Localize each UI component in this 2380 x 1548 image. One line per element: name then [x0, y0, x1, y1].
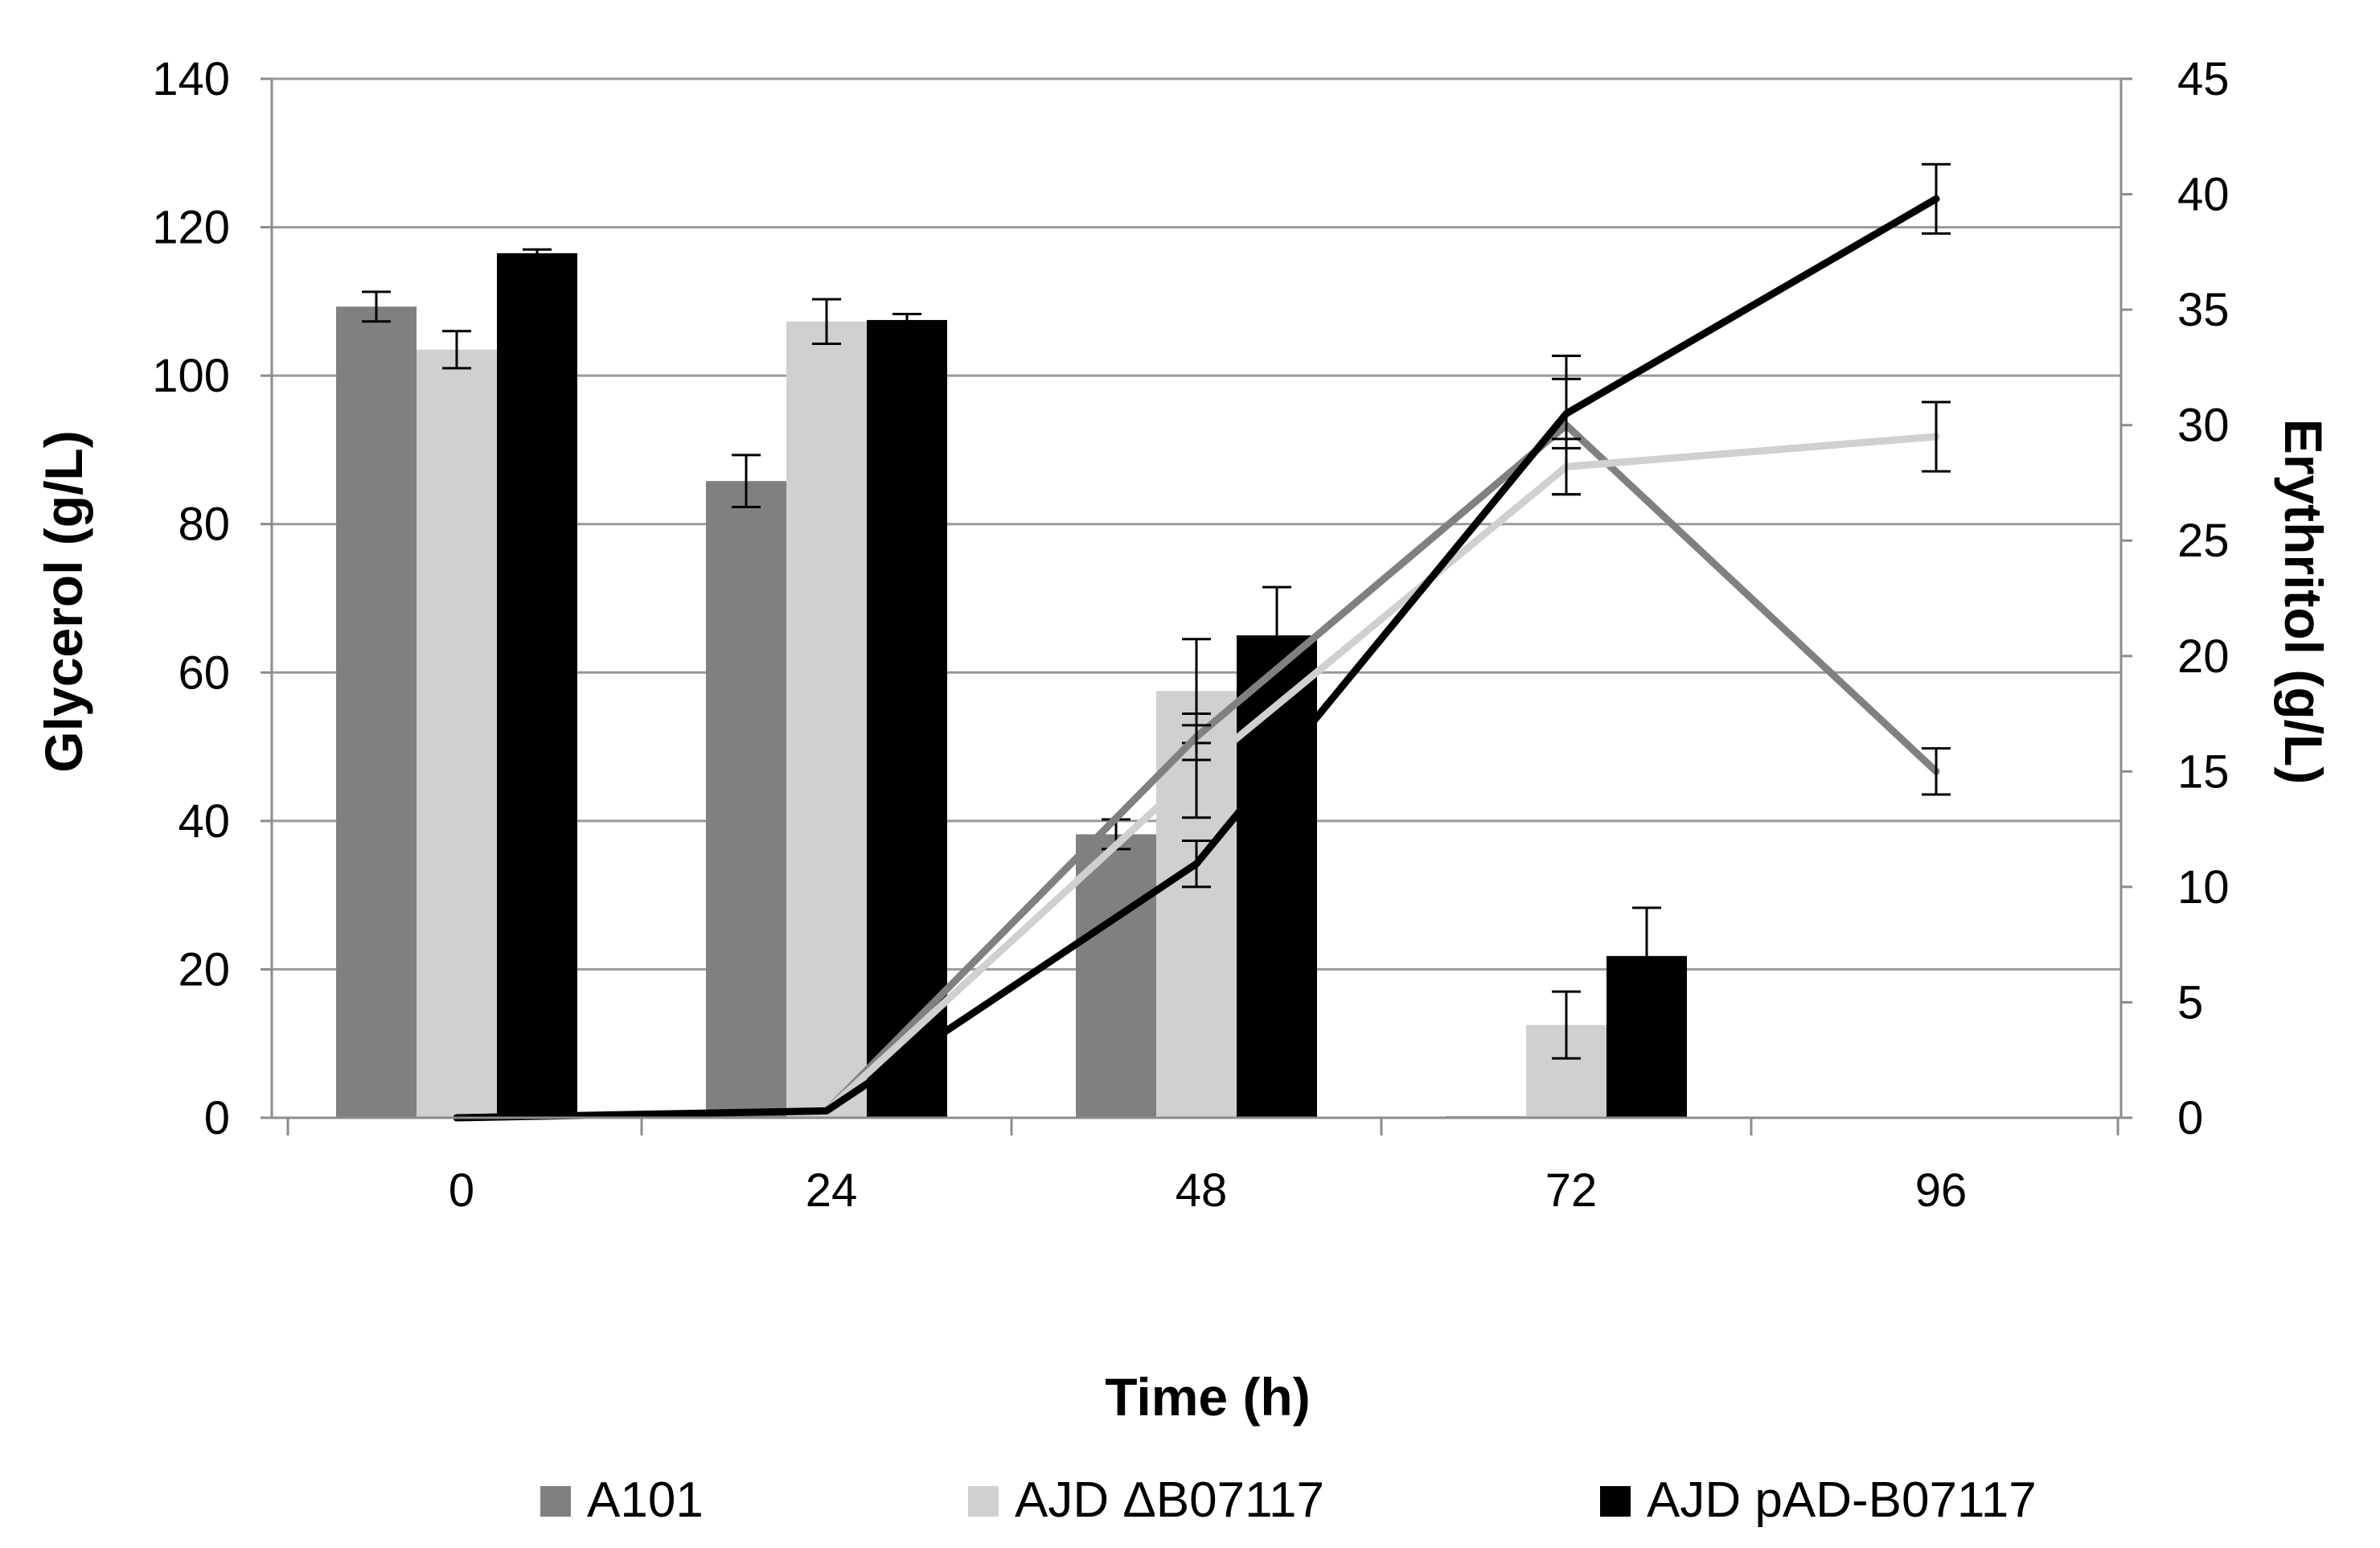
y-tick-label: 100	[152, 350, 230, 402]
y2-tick-label: 30	[2177, 400, 2230, 452]
bar	[497, 253, 577, 1118]
y-tick-label: 120	[152, 202, 230, 254]
x-axis-title: Time (h)	[1105, 1367, 1310, 1427]
y2-tick-label: 25	[2177, 515, 2230, 567]
y2-tick-label: 10	[2177, 861, 2230, 914]
y2-tick-labels: 0 5 10 15 20 25 30 35 40 45	[2177, 53, 2230, 1144]
y-axis-title: Glycerol (g/L)	[34, 430, 93, 772]
bar	[867, 319, 947, 1118]
bar	[1076, 834, 1156, 1118]
legend-swatch-ajd-pad	[1600, 1486, 1631, 1517]
line-series	[823, 433, 1940, 1115]
bar	[416, 349, 497, 1118]
bar	[706, 481, 786, 1118]
legend-label-ajd-pad: AJD pAD-B07117	[1647, 1472, 2037, 1528]
axes	[261, 77, 2132, 1135]
line-series	[823, 421, 1940, 1115]
x-tick-label: 0	[449, 1164, 474, 1217]
bars-layer	[336, 253, 1687, 1118]
x-tick-label: 24	[806, 1164, 858, 1217]
y2-tick-label: 35	[2177, 284, 2230, 336]
y2-tick-label: 0	[2177, 1092, 2203, 1144]
bar	[786, 321, 867, 1118]
y-tick-label: 140	[152, 53, 230, 105]
y-tick-label: 0	[204, 1092, 230, 1144]
legend-swatch-ajd-delta	[968, 1486, 999, 1517]
x-tick-label: 72	[1545, 1164, 1598, 1217]
y2-tick-label: 20	[2177, 630, 2230, 683]
y-tick-label: 20	[178, 943, 230, 996]
y2-axis-title: Erythritol (g/L)	[2274, 419, 2333, 785]
legend: A101 AJD ΔB07117 AJD pAD-B07117	[540, 1472, 2037, 1528]
y-tick-label: 40	[178, 795, 230, 848]
legend-label-a101: A101	[587, 1472, 704, 1528]
x-tick-label: 96	[1915, 1164, 1968, 1217]
y2-tick-label: 15	[2177, 745, 2230, 798]
line-error-bars	[1182, 162, 1951, 889]
y2-tick-label: 40	[2177, 169, 2230, 221]
legend-swatch-a101	[540, 1486, 571, 1517]
y-tick-label: 80	[178, 499, 230, 551]
y2-tick-label: 45	[2177, 53, 2230, 105]
x-tick-label: 48	[1176, 1164, 1228, 1217]
x-tick-labels: 0 24 48 72 96	[449, 1164, 1967, 1217]
bar	[336, 306, 416, 1118]
legend-label-ajd-delta: AJD ΔB07117	[1015, 1472, 1324, 1528]
y-tick-label: 60	[178, 647, 230, 699]
y2-tick-label: 5	[2177, 976, 2203, 1029]
bar	[1237, 635, 1317, 1118]
y-tick-labels: 0 20 40 60 80 100 120 140	[152, 53, 230, 1144]
